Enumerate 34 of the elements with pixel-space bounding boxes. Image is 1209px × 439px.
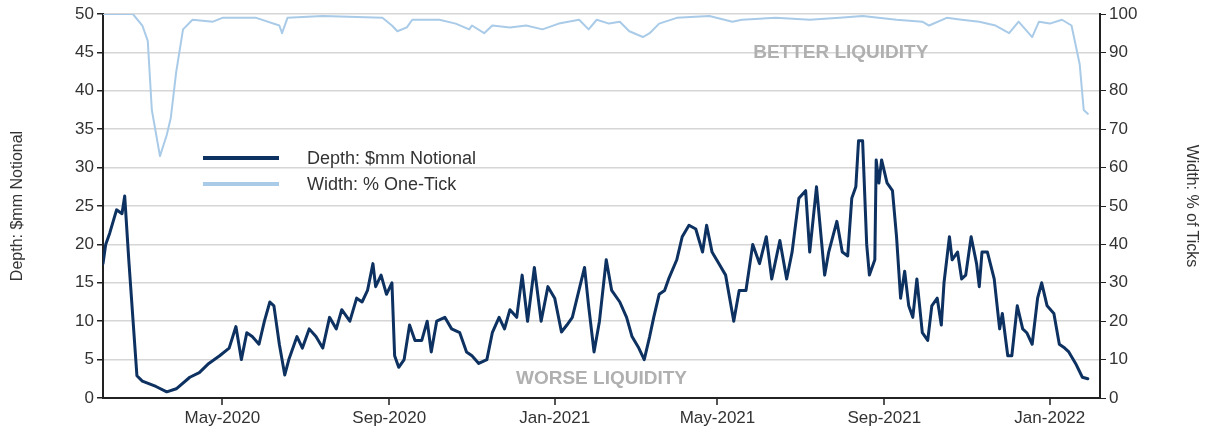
x-tick-label: May-2020 (184, 407, 261, 427)
x-tick-label: Jan-2021 (519, 407, 591, 427)
y2-tick-label: 40 (1109, 234, 1128, 254)
y2-tick-label: 80 (1109, 80, 1128, 100)
y-tick-label: 0 (84, 387, 94, 407)
y-tick-label: 45 (75, 42, 94, 62)
y-tick-label: 10 (75, 310, 94, 330)
x-tick-label: Sep-2021 (847, 407, 922, 427)
y2-tick-label: 60 (1109, 157, 1128, 177)
y-tick-label: 25 (75, 195, 94, 215)
y-tick-label: 15 (75, 272, 94, 292)
y2-tick-label: 100 (1109, 3, 1138, 23)
legend-label: Width: % One-Tick (307, 173, 457, 195)
y-tick-label: 40 (75, 80, 94, 100)
x-tick-label: Jan-2022 (1014, 407, 1086, 427)
x-tick-label: Sep-2020 (352, 407, 427, 427)
y-axis-title: Depth: $mm Notional (8, 130, 26, 282)
legend-label: Depth: $mm Notional (307, 147, 477, 169)
annotation: BETTER LIQUIDITY (753, 40, 929, 62)
y2-tick-label: 30 (1109, 272, 1128, 292)
y2-tick-label: 50 (1109, 195, 1128, 215)
y2-tick-label: 10 (1109, 349, 1128, 369)
y-tick-label: 50 (75, 3, 94, 23)
annotation: WORSE LIQUIDITY (516, 367, 688, 389)
y2-tick-label: 0 (1109, 387, 1119, 407)
y-tick-label: 30 (75, 157, 94, 177)
x-tick-label: May-2021 (679, 407, 756, 427)
y2-axis-title: Width: % of Ticks (1183, 144, 1201, 268)
y2-tick-label: 70 (1109, 118, 1128, 138)
y-tick-label: 35 (75, 118, 94, 138)
y-tick-label: 20 (75, 234, 94, 254)
y-tick-label: 5 (84, 349, 94, 369)
y2-tick-label: 90 (1109, 42, 1128, 62)
y2-tick-label: 20 (1109, 310, 1128, 330)
